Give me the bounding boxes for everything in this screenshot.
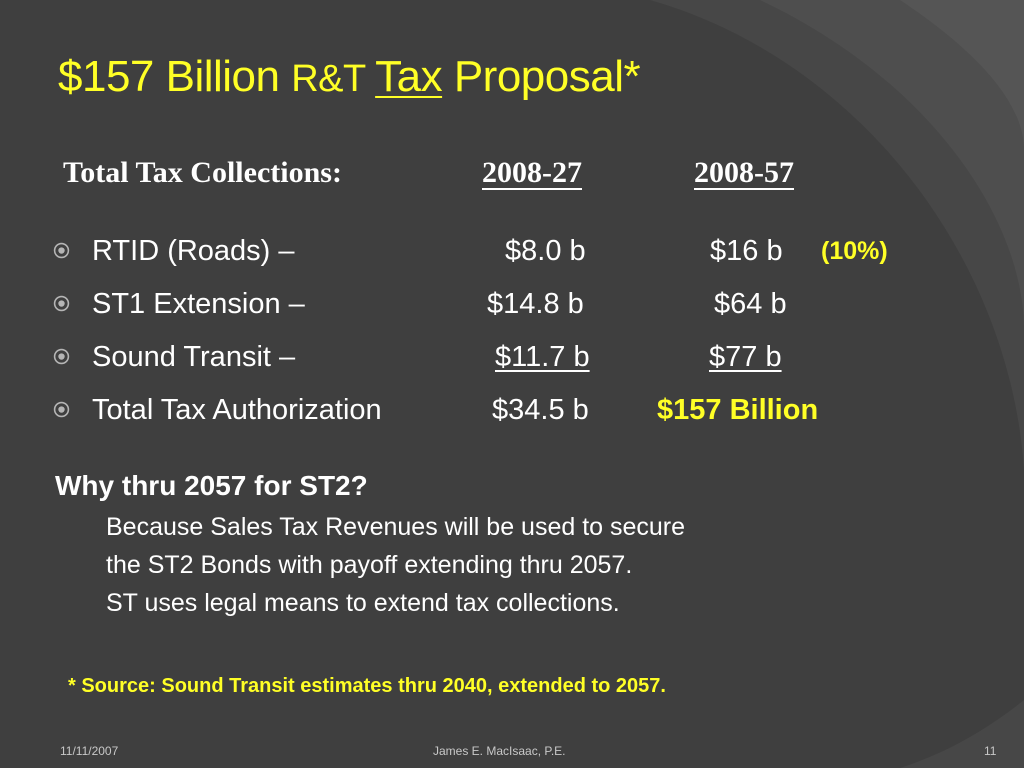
row-percent-note: (10%) (821, 237, 888, 265)
header-col-2008-27: 2008-27 (482, 156, 582, 189)
row-value-2008-27: $11.7 b (495, 341, 590, 373)
why-line: the ST2 Bonds with payoff extending thru… (106, 551, 633, 579)
header-col-2008-57: 2008-57 (694, 156, 794, 189)
footer-date: 11/11/2007 (60, 744, 119, 758)
circled-dot-bullet-icon (53, 242, 70, 259)
slide-title: $157 Billion R&T Tax Proposal* (58, 52, 641, 102)
list-item-rtid: RTID (Roads) – $8.0 b $16 b (10%) (0, 231, 1024, 271)
title-part-amount: $157 Billion (58, 52, 292, 101)
why-heading: Why thru 2057 for ST2? (55, 470, 368, 501)
row-label: RTID (Roads) – (92, 235, 295, 267)
header-label: Total Tax Collections: (63, 156, 342, 189)
row-value-2008-27: $8.0 b (505, 235, 586, 267)
row-value-2008-57: $77 b (709, 341, 782, 373)
row-value-2008-57: $64 b (714, 288, 787, 320)
circled-dot-bullet-icon (53, 401, 70, 418)
title-part-tax: Tax (375, 52, 443, 101)
row-label: Total Tax Authorization (92, 394, 382, 426)
list-item-total: Total Tax Authorization $34.5 b $157 Bil… (0, 390, 1024, 430)
why-line: ST uses legal means to extend tax collec… (106, 589, 620, 617)
row-label: Sound Transit – (92, 341, 296, 373)
title-part-rt: R&T (291, 58, 376, 100)
row-value-2008-27: $14.8 b (487, 288, 584, 320)
list-item-sound-transit: Sound Transit – $11.7 b $77 b (0, 337, 1024, 377)
circled-dot-bullet-icon (53, 348, 70, 365)
row-value-2008-27: $34.5 b (492, 394, 589, 426)
row-value-2008-57-total: $157 Billion (657, 394, 819, 426)
row-label: ST1 Extension – (92, 288, 305, 320)
row-value-2008-57: $16 b (710, 235, 783, 267)
list-item-st1: ST1 Extension – $14.8 b $64 b (0, 284, 1024, 324)
source-note: * Source: Sound Transit estimates thru 2… (68, 675, 666, 697)
title-part-proposal: Proposal* (442, 52, 641, 101)
footer-author: James E. MacIsaac, P.E. (433, 744, 566, 758)
why-line: Because Sales Tax Revenues will be used … (106, 513, 686, 541)
circled-dot-bullet-icon (53, 295, 70, 312)
footer-page-number: 11 (984, 744, 997, 758)
